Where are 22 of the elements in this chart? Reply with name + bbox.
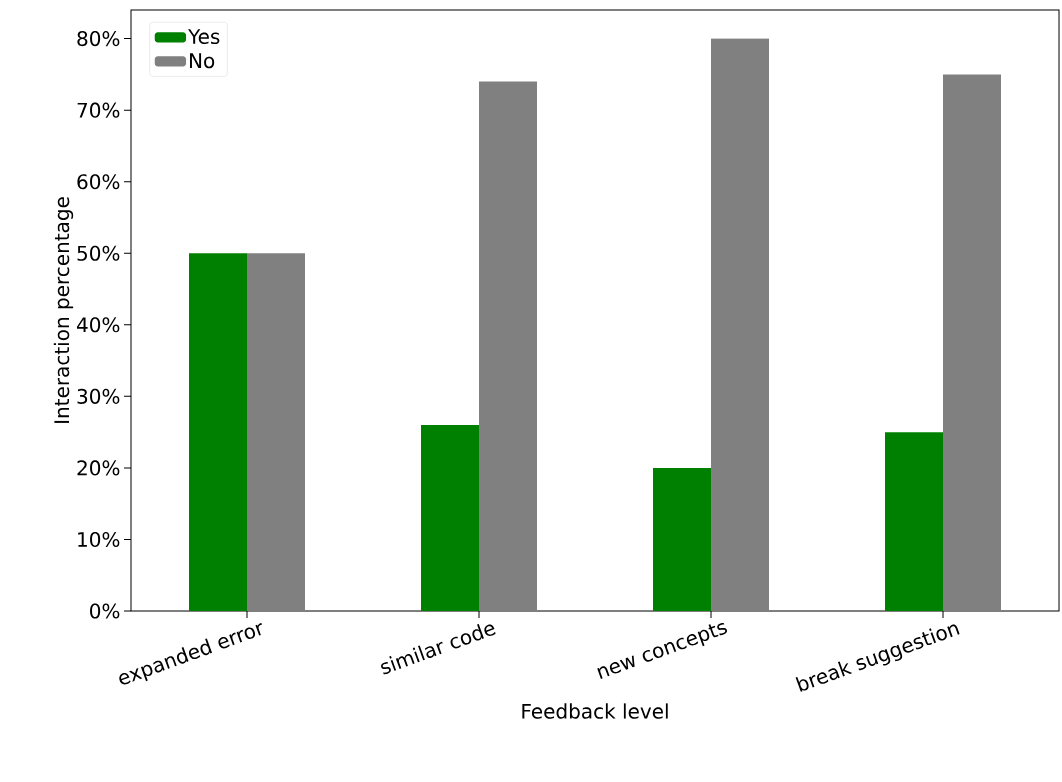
y-tick-label: 10% bbox=[78, 531, 120, 548]
bar bbox=[885, 432, 944, 611]
bar bbox=[943, 74, 1002, 611]
legend-label: Yes bbox=[188, 29, 220, 45]
y-tick-label: 30% bbox=[77, 388, 120, 404]
legend-label: No bbox=[190, 53, 215, 69]
y-tick-label: 20% bbox=[77, 460, 120, 476]
bar bbox=[421, 424, 480, 611]
y-tick-label: 0% bbox=[90, 603, 120, 619]
y-tick-label: 80% bbox=[77, 31, 120, 47]
bar bbox=[247, 253, 305, 611]
y-tick-label: 70% bbox=[77, 102, 120, 118]
x-axis-title: Feedback level bbox=[522, 703, 668, 719]
y-tick-label: 50% bbox=[77, 245, 120, 261]
y-tick-label: 40% bbox=[76, 317, 120, 333]
bar bbox=[653, 467, 712, 611]
y-tick-label: 60% bbox=[77, 174, 120, 190]
bar bbox=[479, 81, 538, 611]
x-tick-label: similar code bbox=[381, 623, 496, 675]
bar bbox=[711, 38, 770, 611]
y-axis-title: Interaction percentage bbox=[53, 197, 74, 423]
bar bbox=[189, 253, 247, 611]
